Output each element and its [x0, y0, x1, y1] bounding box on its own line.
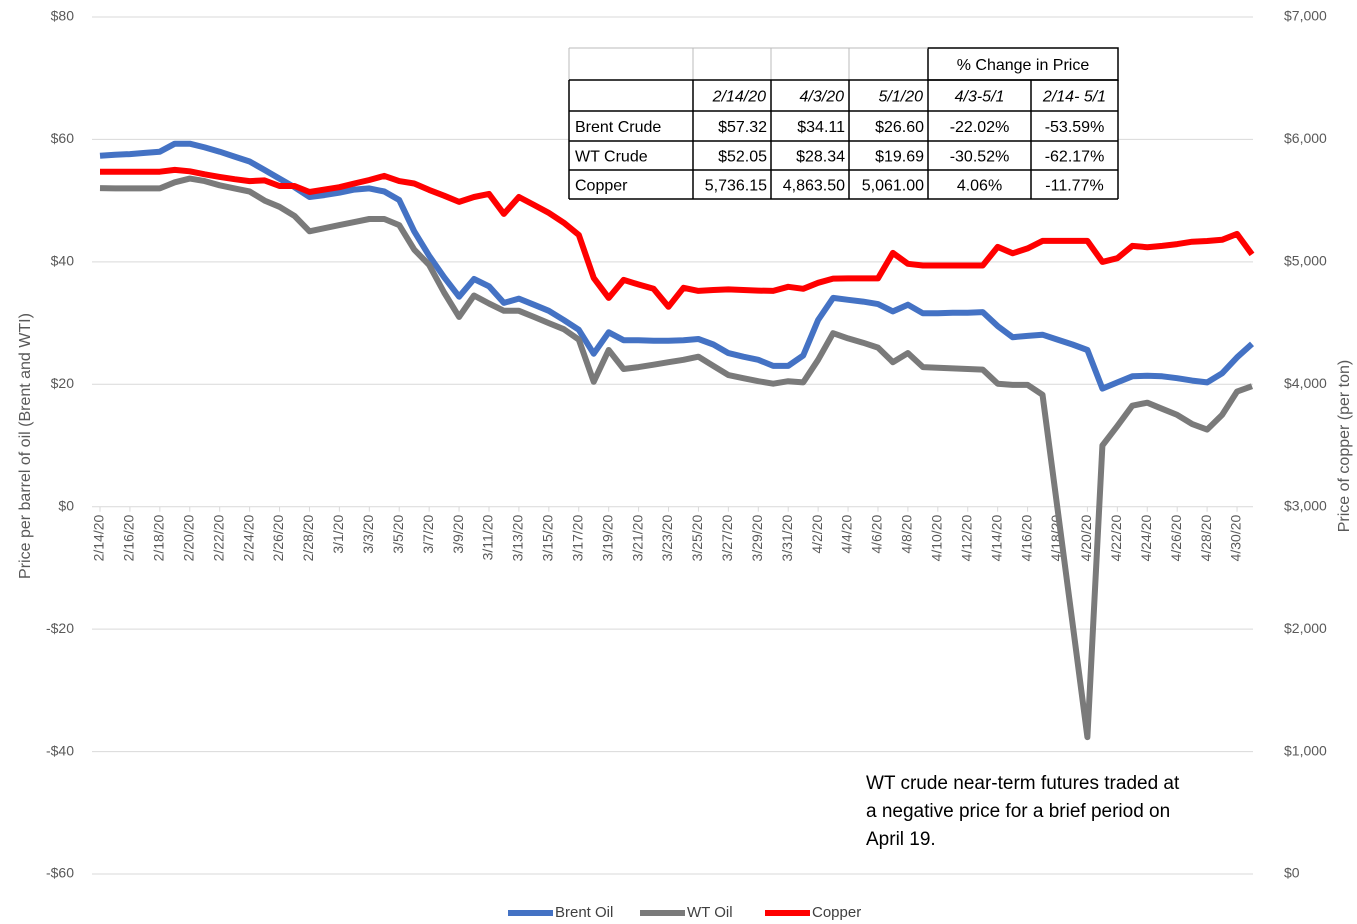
table-column-header: 2/14- 5/1: [1042, 89, 1106, 106]
x-tick-label: 3/9/20: [450, 515, 466, 554]
y-tick-label: $20: [51, 375, 75, 391]
x-tick-label: 3/3/20: [360, 515, 376, 554]
table-cell: 4,863.50: [783, 178, 845, 195]
x-tick-label: 4/28/20: [1198, 515, 1214, 562]
x-tick-label: 3/19/20: [599, 515, 615, 562]
x-tick-label: 3/5/20: [390, 515, 406, 554]
y-tick-label: $0: [58, 497, 74, 513]
x-tick-label: 4/30/20: [1228, 515, 1244, 562]
x-tick-label: 4/2/20: [809, 515, 825, 554]
y-tick-label: $80: [51, 8, 75, 24]
table-column-header: 2/14/20: [712, 89, 766, 106]
x-tick-label: 2/26/20: [270, 515, 286, 562]
annotation: April 19.: [866, 829, 936, 850]
x-tick-label: 2/16/20: [121, 515, 137, 562]
y-tick-label: $40: [51, 253, 75, 269]
x-tick-label: 4/10/20: [929, 515, 945, 562]
table-group-header-cell: [927, 47, 1119, 81]
table-cell: -11.77%: [1045, 178, 1103, 195]
x-tick-label: 3/17/20: [569, 515, 585, 562]
table-column-header: 4/3-5/1: [955, 89, 1005, 106]
table-cell: $52.05: [718, 149, 767, 166]
x-tick-label: 2/14/20: [91, 515, 107, 562]
x-tick-label: 3/13/20: [510, 515, 526, 562]
table-cell: $26.60: [875, 119, 924, 136]
x-tick-label: 3/23/20: [659, 515, 675, 562]
legend-label: Copper: [812, 904, 861, 921]
x-tick-label: 3/7/20: [420, 515, 436, 554]
y2-tick-label: $1,000: [1284, 742, 1327, 758]
x-tick-label: 3/1/20: [330, 515, 346, 554]
y2-tick-label: $0: [1284, 865, 1300, 881]
table-cell: 4.06%: [957, 178, 1002, 195]
y-axis-title: Price per barrel of oil (Brent and WTI): [17, 313, 34, 579]
x-tick-label: 2/18/20: [151, 515, 167, 562]
table-cell: $28.34: [796, 149, 845, 166]
y2-axis-title: Price of copper (per ton): [1336, 360, 1353, 533]
x-tick-label: 4/6/20: [869, 515, 885, 554]
x-tick-label: 3/27/20: [719, 515, 735, 562]
x-tick-label: 4/16/20: [1018, 515, 1034, 562]
table-cell: $34.11: [797, 119, 845, 136]
x-tick-label: 4/4/20: [839, 515, 855, 554]
x-tick-label: 4/8/20: [899, 515, 915, 554]
x-tick-label: 4/24/20: [1138, 515, 1154, 562]
table-cell: 5,061.00: [862, 178, 924, 195]
x-tick-label: 3/15/20: [540, 515, 556, 562]
x-tick-label: 2/22/20: [210, 515, 226, 562]
series-line: [99, 175, 1254, 741]
series-line: [100, 166, 1255, 310]
table-row-label: Copper: [575, 178, 628, 195]
legend-label: Brent Oil: [555, 904, 613, 921]
annotation: a negative price for a brief period on: [866, 801, 1170, 822]
table-cell: -62.17%: [1045, 149, 1105, 166]
table-cell: $57.32: [718, 119, 767, 136]
y-tick-label: $60: [51, 130, 75, 146]
y2-tick-label: $6,000: [1284, 130, 1327, 146]
y2-tick-label: $5,000: [1284, 253, 1327, 269]
x-tick-label: 3/11/20: [480, 515, 496, 561]
table-column-header: 5/1/20: [879, 89, 924, 106]
y2-tick-label: $2,000: [1284, 620, 1327, 636]
x-tick-label: 4/22/20: [1108, 515, 1124, 562]
table-cell: 5,736.15: [705, 178, 767, 195]
table-title: % Change in Price: [957, 57, 1090, 74]
table-cell: -30.52%: [950, 149, 1010, 166]
x-tick-label: 2/20/20: [180, 515, 196, 562]
table-cell: -53.59%: [1045, 119, 1105, 136]
table-row-label: WT Crude: [575, 149, 648, 166]
y2-tick-label: $3,000: [1284, 497, 1327, 513]
table-column-header: 4/3/20: [800, 89, 845, 106]
x-tick-label: 2/24/20: [240, 515, 256, 562]
annotation: WT crude near-term futures traded at: [866, 773, 1180, 794]
x-tick-label: 3/29/20: [749, 515, 765, 562]
x-tick-label: 4/14/20: [988, 515, 1004, 562]
table-cell: $19.69: [875, 149, 924, 166]
y2-tick-label: $7,000: [1284, 8, 1327, 24]
x-tick-label: 3/25/20: [689, 515, 705, 562]
x-tick-label: 4/12/20: [958, 515, 974, 562]
x-tick-label: 3/21/20: [629, 515, 645, 562]
x-tick-label: 2/28/20: [300, 515, 316, 562]
table-background: [569, 80, 1118, 199]
y-tick-label: -$20: [46, 620, 74, 636]
y-tick-label: -$60: [46, 865, 74, 881]
y2-tick-label: $4,000: [1284, 375, 1327, 391]
x-tick-label: 3/31/20: [779, 515, 795, 562]
x-tick-label: 4/26/20: [1168, 515, 1184, 562]
x-tick-label: 4/20/20: [1078, 515, 1094, 562]
table-row-label: Brent Crude: [575, 119, 661, 136]
table-cell: -22.02%: [950, 119, 1010, 136]
y-tick-label: -$40: [46, 742, 74, 758]
legend-label: WT Oil: [687, 904, 733, 921]
